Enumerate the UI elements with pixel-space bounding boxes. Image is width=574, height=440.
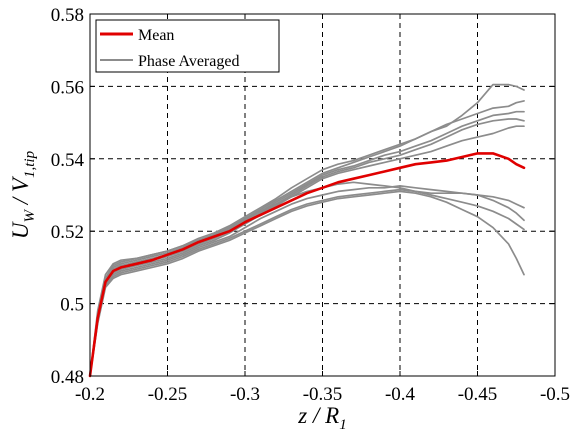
y-tick-label: 0.48	[51, 367, 84, 388]
x-tick-label: -0.4	[385, 384, 416, 405]
series-line-phase-averaged	[89, 100, 525, 377]
y-tick-label: 0.54	[51, 150, 85, 171]
series-line-phase-averaged	[89, 125, 525, 377]
y-tick-label: 0.56	[51, 77, 84, 98]
series-line-phase-averaged	[89, 110, 525, 377]
y-axis-label-main: U	[8, 221, 33, 239]
x-axis-label-main: z / R	[297, 403, 339, 428]
legend-label-mean: Mean	[138, 27, 174, 44]
y-axis-label-sub-w: W	[22, 208, 38, 222]
grid	[90, 14, 555, 376]
axis-ticks	[89, 13, 556, 377]
legend: Mean Phase Averaged	[95, 19, 280, 73]
y-tick-label: 0.52	[51, 222, 84, 243]
series-line-phase-averaged	[89, 181, 525, 377]
plot-lines	[88, 83, 526, 378]
y-tick-labels: 0.48 0.5 0.52 0.54 0.56 0.58	[51, 5, 85, 388]
series-line-phase-averaged	[89, 188, 525, 377]
series-line-phase-averaged	[89, 190, 525, 377]
x-tick-label: -0.25	[148, 384, 188, 405]
x-axis-label: z / R1	[297, 403, 346, 433]
x-tick-label: -0.5	[540, 384, 570, 405]
series-line-mean	[88, 152, 526, 378]
x-tick-label: -0.2	[75, 384, 105, 405]
y-tick-label: 0.58	[51, 5, 84, 26]
x-tick-label: -0.3	[230, 384, 260, 405]
x-axis-label-subscript: 1	[339, 417, 347, 433]
legend-box	[95, 19, 280, 73]
x-tick-label: -0.45	[458, 384, 498, 405]
y-axis-label-mid: / V	[8, 175, 33, 210]
x-tick-label: -0.35	[303, 384, 343, 405]
y-axis-label: UW / V1,tip	[8, 150, 38, 239]
y-tick-label: 0.5	[60, 295, 84, 316]
legend-label-phase-averaged: Phase Averaged	[138, 53, 239, 70]
y-axis-label-sub-tip: 1,tip	[22, 150, 38, 178]
x-tick-labels: -0.2 -0.25 -0.3 -0.35 -0.4 -0.45 -0.5	[75, 384, 570, 405]
